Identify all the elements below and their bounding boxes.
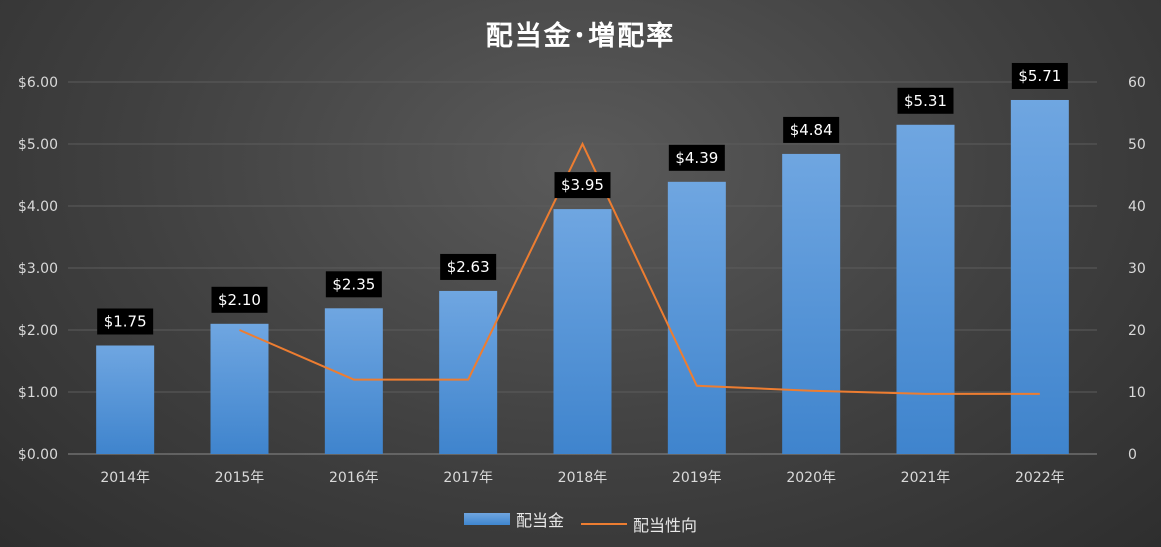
legend: 配当金 配当性向: [0, 507, 1161, 536]
bar: [782, 153, 841, 455]
legend-swatch-bar: [463, 513, 510, 525]
y-left-tick-label: $0.00: [18, 447, 58, 463]
data-label: $4.39: [675, 149, 718, 167]
legend-label-dividend: 配当金: [515, 511, 564, 530]
data-label-box: [1011, 62, 1068, 89]
data-label-box: [97, 308, 154, 335]
data-label-box: [897, 87, 954, 114]
legend-label-payout: 配当性向: [633, 516, 698, 535]
y-right-tick-label: 10: [1128, 385, 1146, 401]
x-tick-label: 2022年: [1015, 470, 1065, 486]
data-label-box: [783, 116, 840, 143]
y-right-tick-label: 60: [1128, 75, 1146, 91]
y-right-tick-label: 0: [1128, 447, 1137, 463]
y-left-tick-label: $3.00: [18, 261, 58, 277]
data-label-box: [211, 286, 268, 313]
bar: [553, 209, 612, 454]
legend-swatch-line: [581, 523, 628, 525]
data-label-box: [554, 172, 611, 199]
x-tick-label: 2021年: [901, 470, 951, 486]
bar: [324, 308, 383, 454]
legend-item-dividend: 配当金: [463, 507, 564, 531]
data-label: $5.71: [1018, 67, 1061, 85]
data-label: $2.35: [332, 275, 375, 293]
bar: [210, 323, 269, 454]
bar: [896, 124, 955, 454]
data-label-box: [440, 253, 497, 280]
x-tick-label: 2020年: [786, 470, 836, 486]
data-label: $5.31: [904, 92, 947, 110]
y-right-tick-label: 40: [1128, 199, 1146, 215]
data-label: $3.95: [561, 176, 604, 194]
bar: [1010, 99, 1069, 454]
data-label: $2.10: [218, 291, 261, 309]
x-tick-label: 2015年: [215, 470, 265, 486]
bar: [667, 181, 726, 454]
y-left-tick-label: $4.00: [18, 199, 58, 215]
bar: [96, 345, 155, 454]
data-label: $2.63: [447, 258, 490, 276]
data-label: $4.84: [790, 121, 833, 139]
y-right-tick-label: 30: [1128, 261, 1146, 277]
y-right-tick-label: 50: [1128, 137, 1146, 153]
x-tick-label: 2017年: [443, 470, 493, 486]
y-left-tick-label: $2.00: [18, 323, 58, 339]
data-label: $1.75: [104, 313, 147, 331]
legend-item-payout: 配当性向: [581, 512, 697, 536]
bar: [439, 290, 498, 454]
y-left-tick-label: $1.00: [18, 385, 58, 401]
chart-title: 配当金･増配率: [485, 21, 676, 52]
data-label-box: [668, 144, 725, 171]
x-tick-label: 2016年: [329, 470, 379, 486]
x-tick-label: 2018年: [558, 470, 608, 486]
x-tick-label: 2019年: [672, 470, 722, 486]
y-left-tick-label: $6.00: [18, 75, 58, 91]
y-left-tick-label: $5.00: [18, 137, 58, 153]
y-right-tick-label: 20: [1128, 323, 1146, 339]
payout-ratio-line: [239, 141, 1040, 395]
data-label-box: [325, 271, 382, 298]
x-tick-label: 2014年: [100, 470, 150, 486]
